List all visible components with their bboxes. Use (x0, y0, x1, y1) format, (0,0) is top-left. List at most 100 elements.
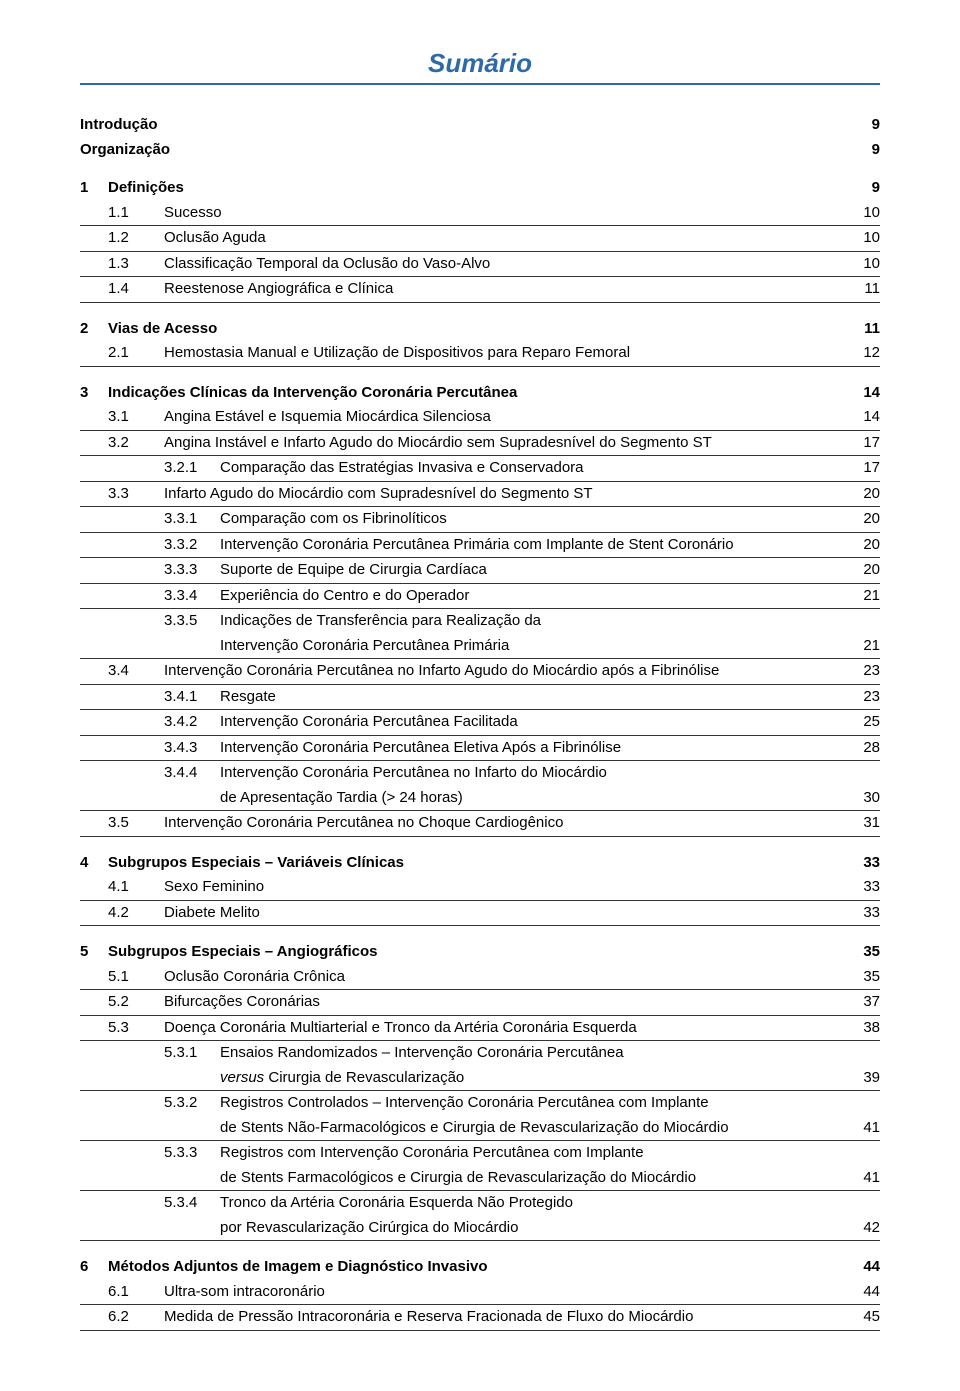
toc-row: 3.3 Infarto Agudo do Miocárdio com Supra… (80, 482, 880, 508)
toc-page: 20 (844, 534, 880, 557)
toc-page: 9 (844, 114, 880, 137)
toc-label: Intervenção Coronária Percutânea Facilit… (220, 711, 844, 734)
toc-page: 20 (844, 483, 880, 506)
toc-page: 10 (844, 253, 880, 276)
toc-subnum: 3.3.2 (164, 534, 220, 557)
toc-page: 17 (844, 457, 880, 480)
toc-page: 37 (844, 991, 880, 1014)
toc-row: 6.2 Medida de Pressão Intracoronária e R… (80, 1305, 880, 1331)
toc-secnum: 1.2 (108, 227, 164, 250)
toc-label: Ultra-som intracoronário (164, 1281, 844, 1304)
toc-row: 1.3 Classificação Temporal da Oclusão do… (80, 252, 880, 278)
toc-label: Intervenção Coronária Percutânea Primári… (220, 635, 844, 658)
toc-label: Intervenção Coronária Percutânea no Infa… (164, 660, 844, 683)
toc-secnum: 1.4 (108, 278, 164, 301)
toc-label: Organização (80, 139, 844, 162)
header-rule (80, 83, 880, 85)
toc-row: 3.3.2 Intervenção Coronária Percutânea P… (80, 533, 880, 559)
toc-chnum: 6 (80, 1256, 108, 1279)
toc-page: 44 (844, 1281, 880, 1304)
toc-page: 33 (844, 902, 880, 925)
toc-row: Organização 9 (80, 138, 880, 163)
toc-row: 1.4 Reestenose Angiográfica e Clínica 11 (80, 277, 880, 303)
toc-label: de Stents Não-Farmacológicos e Cirurgia … (220, 1117, 844, 1140)
toc-label: versus Cirurgia de Revascularização (220, 1067, 844, 1090)
toc-row: 3.1 Angina Estável e Isquemia Miocárdica… (80, 405, 880, 431)
toc-row: 3.4.3 Intervenção Coronária Percutânea E… (80, 736, 880, 762)
toc-row: 5.3.4 Tronco da Artéria Coronária Esquer… (80, 1191, 880, 1216)
toc-page: 30 (844, 787, 880, 810)
toc-label: Hemostasia Manual e Utilização de Dispos… (164, 342, 844, 365)
toc-row: 5 Subgrupos Especiais – Angiográficos 35 (80, 940, 880, 965)
toc-row: 5.2 Bifurcações Coronárias 37 (80, 990, 880, 1016)
toc-page: 23 (844, 686, 880, 709)
toc-label: Bifurcações Coronárias (164, 991, 844, 1014)
toc-page: 44 (844, 1256, 880, 1279)
toc-label: Indicações de Transferência para Realiza… (220, 610, 844, 633)
toc-row: de Apresentação Tardia (> 24 horas) 30 (80, 786, 880, 812)
toc-row: 3.2 Angina Instável e Infarto Agudo do M… (80, 431, 880, 457)
toc-label: Subgrupos Especiais – Angiográficos (108, 941, 844, 964)
toc-label: de Stents Farmacológicos e Cirurgia de R… (220, 1167, 844, 1190)
toc-page: 39 (844, 1067, 880, 1090)
toc-page: 28 (844, 737, 880, 760)
toc-row: 6.1 Ultra-som intracoronário 44 (80, 1280, 880, 1306)
toc-label: Experiência do Centro e do Operador (220, 585, 844, 608)
toc-row: 3.5 Intervenção Coronária Percutânea no … (80, 811, 880, 837)
toc-page: 42 (844, 1217, 880, 1240)
toc-row: 3.4 Intervenção Coronária Percutânea no … (80, 659, 880, 685)
toc-page: 35 (844, 941, 880, 964)
toc-label: Comparação das Estratégias Invasiva e Co… (220, 457, 844, 480)
toc-label: Intervenção Coronária Percutânea Eletiva… (220, 737, 844, 760)
toc-page: 14 (844, 382, 880, 405)
toc-page: 33 (844, 876, 880, 899)
toc-row: 5.3.3 Registros com Intervenção Coronári… (80, 1141, 880, 1166)
toc-chnum: 3 (80, 382, 108, 405)
toc-label: Doença Coronária Multiarterial e Tronco … (164, 1017, 844, 1040)
toc-label: Definições (108, 177, 844, 200)
toc-label: Métodos Adjuntos de Imagem e Diagnóstico… (108, 1256, 844, 1279)
toc-secnum: 3.1 (108, 406, 164, 429)
toc-subnum: 3.3.5 (164, 610, 220, 633)
toc-label: Ensaios Randomizados – Intervenção Coron… (220, 1042, 844, 1065)
toc-row: de Stents Não-Farmacológicos e Cirurgia … (80, 1116, 880, 1142)
toc-label: Angina Instável e Infarto Agudo do Miocá… (164, 432, 844, 455)
toc-row: 5.3 Doença Coronária Multiarterial e Tro… (80, 1016, 880, 1042)
toc-row: 3.4.4 Intervenção Coronária Percutânea n… (80, 761, 880, 786)
toc-secnum: 5.2 (108, 991, 164, 1014)
toc-label: Registros Controlados – Intervenção Coro… (220, 1092, 844, 1115)
toc-label: por Revascularização Cirúrgica do Miocár… (220, 1217, 844, 1240)
toc-label: Intervenção Coronária Percutânea Primári… (220, 534, 844, 557)
toc-secnum: 6.1 (108, 1281, 164, 1304)
toc-label: Angina Estável e Isquemia Miocárdica Sil… (164, 406, 844, 429)
toc-secnum: 5.3 (108, 1017, 164, 1040)
toc-label: Introdução (80, 114, 844, 137)
toc-subnum: 3.2.1 (164, 457, 220, 480)
toc-row: 2 Vias de Acesso 11 (80, 317, 880, 342)
toc-page: 17 (844, 432, 880, 455)
toc-row: 3.4.2 Intervenção Coronária Percutânea F… (80, 710, 880, 736)
toc-subnum: 5.3.3 (164, 1142, 220, 1165)
toc-row: 3 Indicações Clínicas da Intervenção Cor… (80, 381, 880, 406)
toc-label: de Apresentação Tardia (> 24 horas) (220, 787, 844, 810)
toc-page: 10 (844, 202, 880, 225)
toc-page: 41 (844, 1117, 880, 1140)
toc-label: Comparação com os Fibrinolíticos (220, 508, 844, 531)
toc-chnum: 2 (80, 318, 108, 341)
toc-chnum: 5 (80, 941, 108, 964)
toc-chnum: 4 (80, 852, 108, 875)
toc-secnum: 3.3 (108, 483, 164, 506)
toc-page: 14 (844, 406, 880, 429)
toc-label: Tronco da Artéria Coronária Esquerda Não… (220, 1192, 844, 1215)
toc-subnum: 5.3.2 (164, 1092, 220, 1115)
toc-page: 9 (844, 177, 880, 200)
toc-secnum: 3.5 (108, 812, 164, 835)
table-of-contents: Introdução 9 Organização 9 1 Definições … (80, 113, 880, 1331)
toc-row: 4.1 Sexo Feminino 33 (80, 875, 880, 901)
toc-row: 2.1 Hemostasia Manual e Utilização de Di… (80, 341, 880, 367)
toc-page: 35 (844, 966, 880, 989)
toc-row: 5.3.2 Registros Controlados – Intervençã… (80, 1091, 880, 1116)
toc-label: Oclusão Aguda (164, 227, 844, 250)
toc-subnum: 3.4.2 (164, 711, 220, 734)
toc-label: Vias de Acesso (108, 318, 844, 341)
